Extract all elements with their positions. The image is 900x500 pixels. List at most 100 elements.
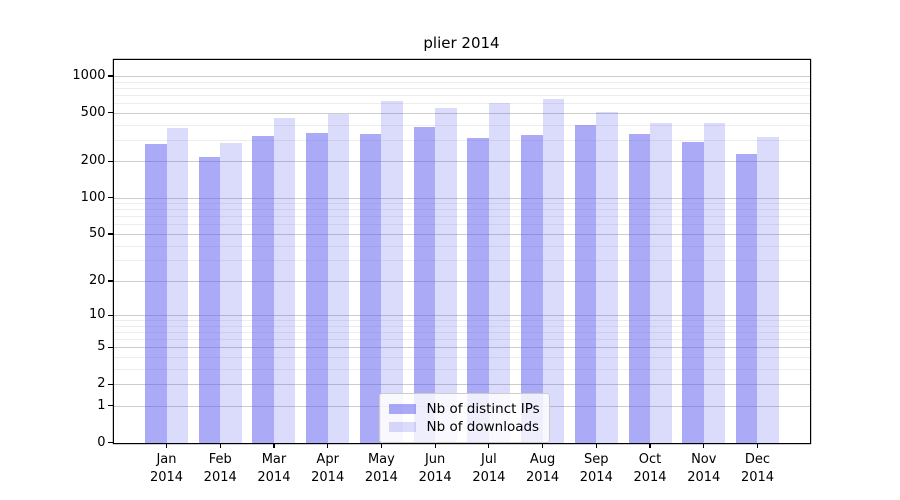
chart-title: plier 2014	[423, 34, 500, 52]
minor-gridline-80	[113, 209, 810, 211]
x-tick-may-2014	[380, 442, 382, 448]
minor-gridline-700	[113, 94, 810, 96]
x-tick-label-jun-2014: Jun 2014	[418, 451, 452, 485]
major-gridline-100	[113, 197, 810, 199]
x-tick-label-sep-2014: Sep 2014	[579, 451, 613, 485]
minor-gridline-400	[113, 124, 810, 126]
legend-item-nb-of-downloads: Nb of downloads	[388, 418, 540, 436]
major-gridline-20	[113, 280, 810, 282]
x-tick-jun-2014	[434, 442, 436, 448]
minor-gridline-3	[113, 368, 810, 370]
y-tick-500	[107, 112, 114, 114]
x-tick-jan-2014	[165, 442, 168, 448]
y-tick-1	[107, 405, 114, 407]
legend-swatch-nb-of-downloads	[388, 421, 416, 432]
bar-nb-of-downloads-apr-2014	[327, 113, 350, 443]
y-tick-label-50: 50	[88, 225, 106, 241]
bar-nb-of-distinct-ips-nov-2014	[682, 141, 704, 443]
bar-nb-of-distinct-ips-oct-2014	[628, 133, 651, 443]
minor-gridline-600	[113, 103, 810, 105]
bar-nb-of-downloads-mar-2014	[273, 117, 296, 443]
y-tick-label-2: 2	[97, 376, 106, 392]
x-tick-nov-2014	[703, 442, 705, 448]
minor-gridline-90	[113, 203, 810, 205]
bar-nb-of-downloads-may-2014	[381, 100, 403, 443]
major-gridline-2	[113, 384, 810, 386]
bar-nb-of-downloads-oct-2014	[650, 122, 672, 443]
y-tick-0	[107, 441, 114, 444]
major-gridline-5	[113, 347, 810, 349]
bar-nb-of-distinct-ips-may-2014	[359, 133, 382, 443]
bar-nb-of-distinct-ips-jul-2014	[467, 138, 489, 443]
major-gridline-500	[113, 112, 810, 114]
y-tick-2	[107, 383, 114, 385]
legend-item-nb-of-distinct-ips: Nb of distinct IPs	[388, 400, 540, 418]
x-tick-sep-2014	[595, 442, 597, 448]
x-tick-oct-2014	[649, 442, 651, 448]
y-tick-label-1: 1	[97, 397, 106, 413]
minor-gridline-6	[113, 339, 810, 341]
y-tick-1000	[107, 75, 114, 77]
bar-nb-of-downloads-sep-2014	[596, 112, 618, 443]
bar-nb-of-downloads-aug-2014	[542, 99, 565, 443]
y-tick-50	[107, 233, 114, 235]
legend-label-nb-of-downloads: Nb of downloads	[426, 418, 540, 435]
x-tick-label-may-2014: May 2014	[364, 451, 398, 485]
y-tick-5	[107, 346, 114, 349]
legend-label-nb-of-distinct-ips: Nb of distinct IPs	[426, 400, 540, 417]
minor-gridline-70	[113, 216, 810, 218]
minor-gridline-4	[113, 357, 810, 359]
legend-swatch-nb-of-distinct-ips	[388, 403, 416, 414]
x-tick-label-jan-2014: Jan 2014	[149, 451, 184, 485]
bar-nb-of-distinct-ips-apr-2014	[306, 133, 328, 443]
y-tick-20	[107, 280, 114, 282]
y-tick-label-10: 10	[88, 307, 106, 323]
x-tick-feb-2014	[219, 442, 221, 448]
bar-nb-of-distinct-ips-sep-2014	[574, 125, 597, 443]
x-tick-aug-2014	[541, 442, 544, 448]
y-tick-label-5: 5	[97, 339, 106, 355]
x-tick-apr-2014	[327, 442, 329, 448]
y-tick-100	[107, 197, 114, 199]
x-tick-label-nov-2014: Nov 2014	[687, 451, 721, 485]
x-tick-label-feb-2014: Feb 2014	[203, 451, 237, 485]
bar-nb-of-distinct-ips-dec-2014	[735, 153, 758, 443]
x-tick-label-dec-2014: Dec 2014	[740, 451, 775, 485]
bar-nb-of-downloads-dec-2014	[757, 137, 779, 443]
y-tick-label-200: 200	[80, 153, 106, 169]
major-gridline-10	[113, 315, 810, 317]
bar-nb-of-downloads-jun-2014	[435, 107, 457, 443]
x-tick-dec-2014	[756, 442, 759, 448]
major-gridline-50	[113, 233, 810, 235]
minor-gridline-60	[113, 224, 810, 226]
y-tick-label-0: 0	[97, 434, 106, 450]
bar-nb-of-downloads-nov-2014	[703, 123, 726, 443]
plot-area: 0 1 2 5 10 20 50 100 200 500 1000 Jan 2014 Feb 2014 M…	[72, 60, 810, 485]
minor-gridline-7	[113, 332, 810, 334]
bar-nb-of-downloads-jan-2014	[166, 127, 188, 443]
bar-nb-of-distinct-ips-jun-2014	[413, 126, 436, 443]
major-gridline-1000	[113, 76, 810, 77]
y-tick-label-100: 100	[80, 189, 106, 205]
minor-gridline-8	[113, 325, 810, 327]
y-tick-200	[107, 160, 114, 162]
minor-gridline-800	[113, 87, 810, 89]
minor-gridline-30	[113, 260, 810, 262]
legend: Nb of distinct IPs Nb of downloads	[378, 392, 550, 443]
y-tick-label-20: 20	[88, 272, 106, 288]
y-tick-label-1000: 1000	[72, 68, 106, 83]
x-tick-mar-2014	[273, 442, 275, 448]
bar-nb-of-downloads-jul-2014	[488, 102, 511, 443]
x-tick-label-apr-2014: Apr 2014	[311, 451, 345, 485]
bar-nb-of-distinct-ips-mar-2014	[252, 135, 274, 443]
bar-nb-of-downloads-feb-2014	[220, 143, 242, 443]
minor-gridline-40	[113, 245, 810, 247]
x-tick-label-jul-2014: Jul 2014	[472, 451, 506, 485]
x-tick-jul-2014	[488, 442, 490, 448]
y-tick-10	[107, 314, 114, 316]
bar-nb-of-distinct-ips-aug-2014	[521, 134, 543, 443]
x-tick-label-aug-2014: Aug 2014	[526, 451, 560, 485]
x-tick-label-mar-2014: Mar 2014	[257, 451, 291, 485]
bar-nb-of-distinct-ips-feb-2014	[198, 157, 221, 443]
